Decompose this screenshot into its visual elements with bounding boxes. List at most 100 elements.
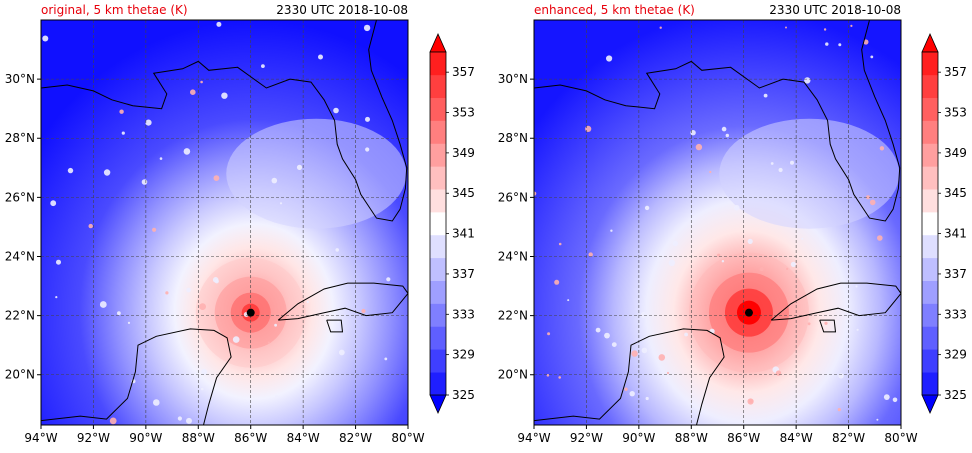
convective-cell (558, 376, 561, 379)
coastline-us (41, 20, 408, 222)
lon-tick-label: 94°W (24, 431, 57, 445)
colorbar-extend-min (429, 394, 447, 414)
convective-cell (585, 125, 592, 132)
lon-tick-label: 82°W (832, 431, 865, 445)
convective-cell (141, 179, 148, 185)
lon-tick-label: 88°W (182, 431, 215, 445)
convective-cell (838, 373, 844, 379)
colorbar-tick-label: 329 (944, 348, 967, 362)
map-area-enhanced (534, 20, 901, 425)
colorbar-tick-label: 329 (452, 348, 475, 362)
coastline-cuba (277, 282, 408, 321)
convective-cell (200, 80, 203, 84)
convective-cell (611, 342, 617, 347)
convective-cell (837, 408, 841, 412)
convective-cell (554, 279, 560, 285)
convective-cell (296, 164, 303, 170)
convective-cell (201, 387, 204, 391)
convective-cell (850, 24, 853, 27)
lon-tick-label: 82°W (339, 431, 372, 445)
convective-cell (546, 374, 550, 377)
convective-cell (386, 277, 391, 282)
convective-cell (567, 299, 570, 302)
convective-cell (824, 321, 828, 325)
convective-cell (558, 242, 562, 246)
colorbar-extend-min (921, 394, 939, 414)
convective-cell (365, 116, 370, 122)
colorbar-level (922, 120, 938, 144)
convective-cell (866, 195, 870, 200)
convective-cell (306, 300, 309, 303)
colorbar-extend-max (429, 33, 447, 53)
convective-cell (177, 416, 182, 421)
convective-cell (641, 347, 648, 354)
convective-cell (267, 341, 270, 344)
convective-cell (271, 177, 278, 184)
colorbar-tick-label: 333 (944, 307, 967, 321)
convective-cell (213, 175, 220, 182)
convective-cell (838, 43, 842, 47)
convective-cell (876, 418, 879, 421)
convective-cell (717, 253, 721, 257)
convective-cell (67, 167, 74, 174)
convective-cell (624, 387, 628, 391)
colorbar-level (430, 212, 446, 236)
map-frame (533, 19, 902, 426)
colorbar-level (922, 234, 938, 259)
coastline-cuba (770, 282, 901, 321)
convective-cell (869, 199, 876, 206)
colorbar-frame (921, 51, 939, 396)
convective-cell (152, 227, 157, 232)
convective-cell (534, 191, 537, 196)
map-area-original (41, 20, 408, 425)
lat-tick-label: 20°N (498, 368, 528, 382)
convective-cell (42, 35, 49, 42)
convective-cell (883, 394, 890, 400)
convective-cell (274, 323, 277, 327)
convective-cell (801, 237, 804, 240)
colorbar-level (922, 143, 938, 167)
thetae-band (719, 118, 900, 229)
colorbar-tick-label: 345 (452, 186, 475, 200)
convective-cell (644, 205, 650, 211)
convective-cell (361, 308, 366, 314)
convective-cell (672, 240, 678, 247)
colorbar-level (922, 52, 938, 76)
convective-cell (212, 277, 219, 283)
convective-cell (384, 357, 388, 361)
map-panel-original: 94°W 92°W 90°W 88°W 86°W 84°W 82°W 80°W 20°N 22°N… (5, 3, 425, 445)
colorbar-level (430, 166, 446, 190)
convective-cell (640, 312, 647, 318)
convective-cell (606, 55, 613, 62)
convective-cell (892, 397, 898, 403)
colorbar-level (430, 326, 446, 350)
colorbar-level (430, 74, 446, 99)
convective-cell (99, 301, 107, 308)
convective-cell (807, 322, 811, 326)
convective-cell (50, 200, 57, 207)
convective-cell (823, 28, 827, 31)
lon-tick-label: 86°W (727, 431, 760, 445)
lon-tick-label: 92°W (570, 431, 603, 445)
convective-cell (153, 399, 160, 406)
convective-cell (127, 321, 131, 324)
convective-cell (734, 204, 740, 211)
lat-tick-label: 24°N (498, 249, 528, 263)
convective-cell (547, 332, 551, 336)
convective-cell (659, 26, 662, 29)
convective-cell (863, 39, 869, 45)
convective-cell (275, 395, 279, 399)
colorbar-extend-max (921, 33, 939, 53)
lat-tick-label: 22°N (498, 309, 528, 323)
colorbar-level (922, 212, 938, 236)
colorbar-level (922, 74, 938, 99)
lon-tick-label: 86°W (234, 431, 267, 445)
convective-cell (856, 328, 859, 331)
colorbar-level (922, 189, 938, 213)
convective-cell (279, 202, 283, 205)
colorbar-level (430, 52, 446, 76)
colorbar-level (922, 349, 938, 373)
convective-cell (786, 267, 789, 270)
lat-tick-label: 30°N (5, 72, 35, 86)
colorbar-tick-label: 349 (944, 146, 967, 160)
